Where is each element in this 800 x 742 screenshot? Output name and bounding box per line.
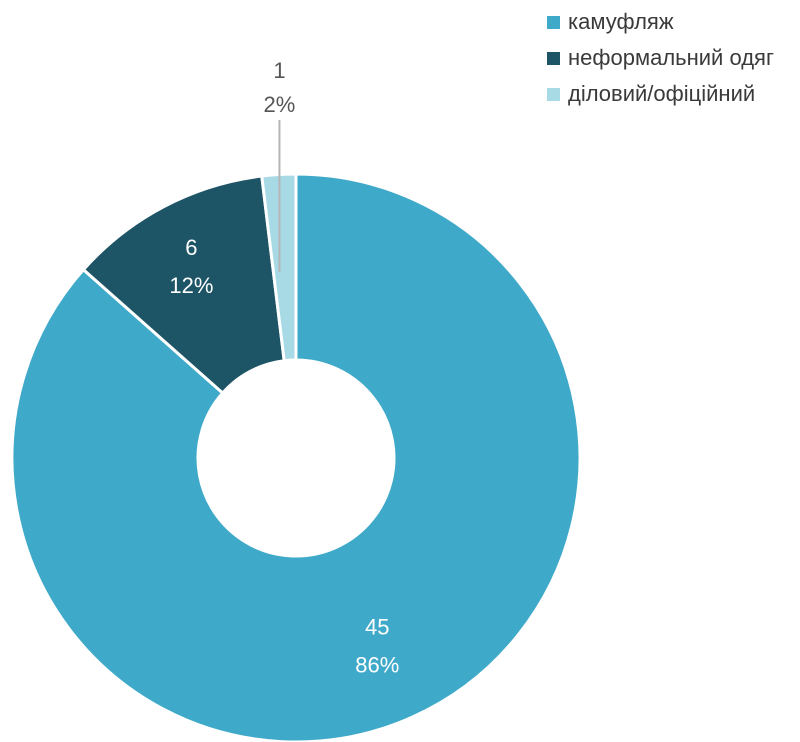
slice-casual[interactable] xyxy=(81,174,286,396)
data-label-value-camouflage: 45 xyxy=(365,615,389,640)
data-label-value-business: 1 xyxy=(273,58,285,83)
legend-item-casual[interactable]: неформальний одяг xyxy=(547,40,774,76)
legend-item-camouflage[interactable]: камуфляж xyxy=(547,4,774,40)
legend-swatch xyxy=(547,15,560,29)
slice-camouflage[interactable] xyxy=(10,172,582,742)
data-label-percent-business: 2% xyxy=(264,92,296,117)
legend-label: неформальний одяг xyxy=(568,45,774,70)
legend-swatch xyxy=(547,87,560,101)
legend-swatch xyxy=(547,51,560,65)
legend-item-business[interactable]: діловий/офіційний xyxy=(547,76,774,112)
legend-label: камуфляж xyxy=(568,9,674,34)
data-label-value-casual: 6 xyxy=(185,235,197,260)
data-label-percent-camouflage: 86% xyxy=(355,653,399,678)
legend-label: діловий/офіційний xyxy=(568,81,756,106)
data-label-percent-casual: 12% xyxy=(169,273,213,298)
legend: камуфляж неформальний одяг діловий/офіці… xyxy=(547,4,774,112)
